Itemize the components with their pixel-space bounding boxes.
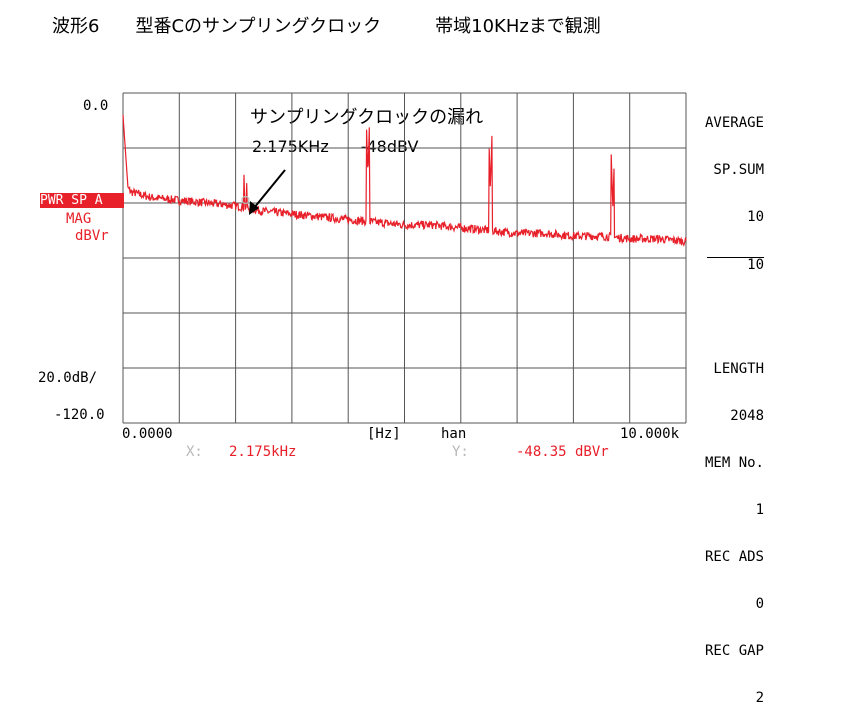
rec-gap-label: REC GAP	[704, 643, 764, 659]
x-axis-unit-label: [Hz]	[367, 426, 401, 442]
average-count: 10	[747, 209, 764, 225]
spectrum-trace	[122, 114, 687, 247]
mem-value: 1	[755, 502, 764, 518]
rec-ads-value: 0	[755, 596, 764, 612]
y-axis-scale-label: 20.0dB/	[38, 370, 98, 386]
rec-ads-label: REC ADS	[704, 549, 764, 565]
cursor-x-value: 2.175kHz	[229, 444, 297, 460]
rec-gap-value: 2	[755, 690, 764, 706]
cursor-y-value: -48.35 dBVr	[516, 444, 609, 460]
plot-grid	[122, 92, 687, 424]
y-axis-bottom-label: -120.0	[54, 407, 105, 423]
cursor-y-prefix: Y:	[452, 444, 469, 460]
annotation-title: サンプリングクロックの漏れ	[250, 107, 484, 128]
annotation-arrowhead	[249, 201, 259, 215]
length-value: 2048	[730, 408, 764, 424]
average-total: 10	[707, 257, 764, 272]
trace-mode-label: PWR SP A	[40, 193, 124, 208]
x-axis-end-label: 10.000k	[620, 426, 680, 442]
window-label: han	[441, 426, 467, 442]
cursor-marker	[241, 195, 250, 205]
annotation-arrow-line	[253, 169, 286, 209]
trace-unit-label: dBVr	[75, 228, 109, 244]
spectrum-plot	[122, 92, 687, 424]
trace-format-label: MAG	[66, 211, 92, 227]
page-title: 波形6 型番Cのサンプリングクロック 帯域10KHzまで観測	[52, 16, 601, 37]
average-label: AVERAGE	[704, 115, 764, 131]
y-axis-top-label: 0.0	[83, 98, 109, 114]
mem-label: MEM No.	[704, 455, 764, 471]
length-label: LENGTH	[713, 361, 764, 377]
x-axis-start-label: 0.0000	[122, 426, 173, 442]
sp-sum-label: SP.SUM	[713, 162, 764, 178]
cursor-x-prefix: X:	[186, 444, 203, 460]
right-panel: AVERAGE SP.SUM 10 10 LENGTH 2048 MEM No.…	[680, 84, 764, 722]
